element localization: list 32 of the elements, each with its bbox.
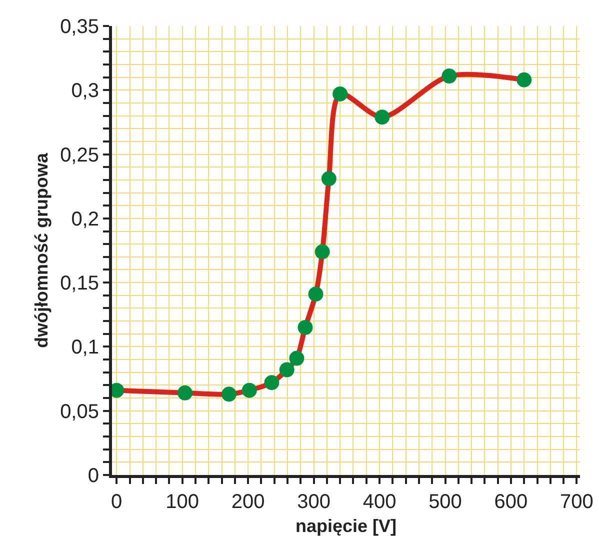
x-tick-label: 400	[362, 491, 396, 513]
point	[332, 86, 348, 102]
x-tick-label: 200	[231, 491, 265, 513]
x-tick-label: 500	[428, 491, 462, 513]
point	[242, 382, 257, 398]
point	[289, 350, 304, 366]
point	[222, 386, 236, 402]
y-tick-label: 0,25	[60, 144, 99, 166]
point	[279, 362, 294, 378]
point	[177, 385, 192, 400]
x-tick-label: 700	[560, 491, 594, 513]
x-tick-label: 600	[494, 491, 528, 513]
x-tick-label: 0	[111, 491, 122, 513]
x-tick-label: 100	[166, 491, 200, 513]
y-tick-label: 0,3	[71, 80, 99, 102]
point	[314, 244, 330, 260]
y-tick-label: 0,15	[60, 272, 99, 295]
y-tick-label: 0,2	[71, 208, 99, 230]
y-tick-label: 0,05	[60, 400, 99, 423]
point	[321, 171, 336, 186]
x-axis-title: napięcie [V]	[295, 516, 397, 536]
x-tick-label: 300	[297, 491, 330, 513]
point	[264, 375, 280, 390]
point	[374, 110, 390, 125]
y-tick-label: 0,35	[60, 16, 99, 38]
point	[308, 286, 324, 302]
y-tick-label: 0	[88, 465, 99, 487]
y-tick-label: 0,1	[71, 336, 99, 359]
point	[516, 72, 532, 88]
y-axis-title: dwójłomność grupowa	[31, 152, 52, 348]
point	[298, 320, 313, 335]
point	[442, 68, 457, 84]
